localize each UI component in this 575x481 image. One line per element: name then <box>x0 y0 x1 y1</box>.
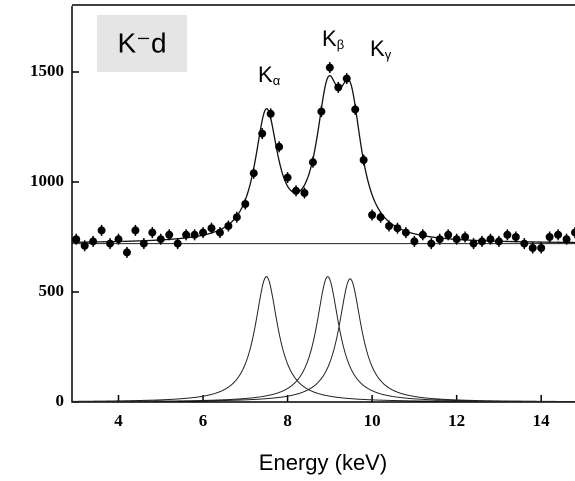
data-point <box>80 241 89 250</box>
chart-title: K⁻d <box>117 27 166 58</box>
data-point <box>317 107 326 116</box>
y-tick-label: 1000 <box>30 171 64 190</box>
peak-label: Kγ <box>370 36 392 63</box>
data-point <box>342 74 351 83</box>
data-point <box>89 237 98 246</box>
peak-label-sub: α <box>273 73 281 88</box>
data-point <box>368 211 377 219</box>
data-point <box>410 237 419 246</box>
data-point <box>165 230 174 239</box>
data-point <box>359 156 368 164</box>
data-point <box>393 224 402 233</box>
data-point <box>148 228 157 237</box>
data-point <box>72 235 81 244</box>
component-curve <box>72 278 575 403</box>
data-point <box>224 222 233 230</box>
peak-label: Kβ <box>322 26 344 53</box>
data-point <box>122 248 131 257</box>
x-axis-label: Energy (keV) <box>259 450 387 475</box>
data-point <box>131 226 140 235</box>
data-point <box>334 83 343 92</box>
data-point <box>376 213 385 222</box>
data-point <box>156 235 165 244</box>
peak-label-main: K <box>258 62 273 87</box>
data-point <box>401 228 410 237</box>
data-point <box>461 233 470 241</box>
data-point <box>554 230 563 239</box>
y-tick-label: 500 <box>39 281 65 300</box>
data-point <box>418 230 427 239</box>
data-point <box>97 226 106 235</box>
data-point <box>292 186 301 195</box>
data-point <box>173 239 182 248</box>
data-point <box>452 235 461 244</box>
data-point <box>106 239 115 248</box>
data-point <box>503 230 512 239</box>
x-tick-label: 14 <box>533 411 551 430</box>
x-tick-label: 12 <box>448 411 465 430</box>
component-curve <box>71 276 575 403</box>
data-point <box>494 237 503 246</box>
data-point <box>528 244 537 252</box>
data-point <box>444 230 453 239</box>
data-point <box>325 63 334 72</box>
title-box <box>97 15 187 72</box>
data-point <box>562 235 571 244</box>
data-point <box>182 230 191 239</box>
y-tick-label: 1500 <box>30 61 64 80</box>
x-tick-label: 4 <box>114 411 123 430</box>
data-point <box>537 244 546 252</box>
data-point <box>215 228 224 237</box>
fit-curve <box>71 74 575 244</box>
data-point <box>249 169 258 178</box>
data-point <box>427 239 436 248</box>
x-tick-label: 6 <box>199 411 208 430</box>
x-tick-label: 8 <box>283 411 292 430</box>
data-point <box>308 158 317 167</box>
data-point <box>139 239 148 248</box>
data-point <box>241 200 250 208</box>
peak-label: Kα <box>258 62 281 89</box>
data-point <box>258 129 267 138</box>
data-point <box>469 239 478 248</box>
data-point <box>190 230 199 239</box>
data-point <box>232 213 241 222</box>
data-point <box>275 142 284 151</box>
data-point <box>351 105 360 114</box>
peak-label-main: K <box>322 26 337 51</box>
x-tick-label: 10 <box>364 411 381 430</box>
data-point <box>283 173 292 182</box>
data-point <box>207 224 216 233</box>
data-point <box>114 235 123 244</box>
peak-label-main: K <box>370 36 385 61</box>
data-point <box>545 233 554 241</box>
component-curve <box>72 276 575 403</box>
data-point <box>478 237 487 246</box>
data-point <box>571 228 575 237</box>
data-point <box>435 235 444 244</box>
data-point <box>199 228 208 237</box>
data-point <box>511 233 520 241</box>
data-point <box>486 235 495 244</box>
data-point <box>520 239 529 248</box>
y-tick-label: 0 <box>56 391 65 410</box>
peak-label-sub: β <box>337 37 344 52</box>
data-point <box>266 109 275 118</box>
data-point <box>385 222 394 230</box>
data-point <box>300 189 309 197</box>
peak-label-sub: γ <box>385 47 392 62</box>
